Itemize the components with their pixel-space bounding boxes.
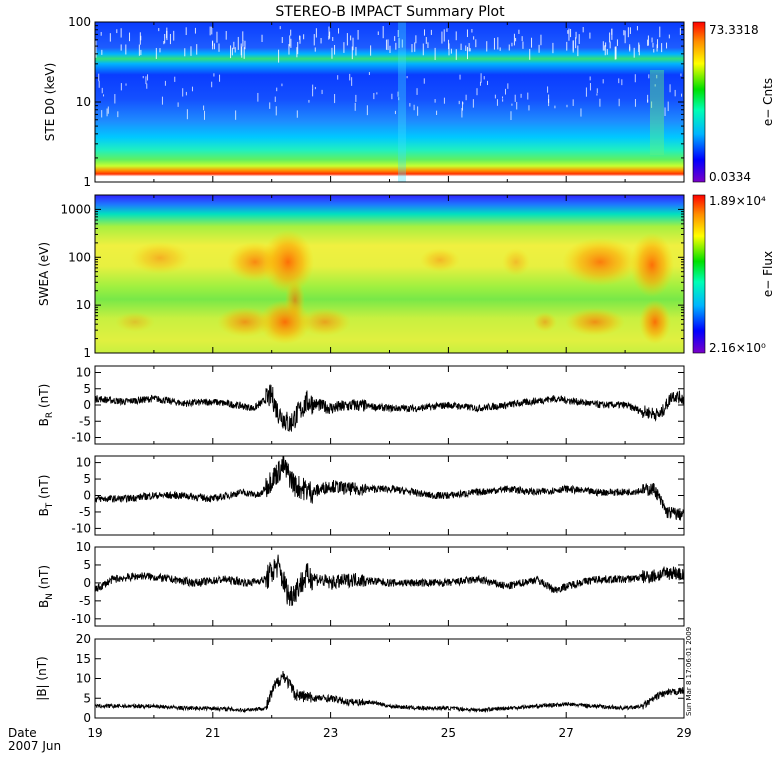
swea-blob-28-lower: [639, 300, 671, 344]
timestamp-label: Sun Mar 8 17:06:01 2009: [685, 627, 693, 716]
ste-colorbar: [692, 21, 706, 183]
swea-blob-19-lower: [115, 312, 155, 332]
field-y-label-main: B: [37, 508, 51, 516]
field-y-label-unit: (nT): [37, 565, 51, 593]
y-tick-label: -10: [71, 521, 91, 535]
field-y-label-sub: T: [45, 502, 55, 509]
y-tick-label: 1: [83, 346, 91, 360]
ste-y-ticks: 1 10 100: [68, 15, 685, 189]
y-tick-label: 10: [76, 95, 91, 109]
field-trace-line: [94, 455, 685, 521]
x-axis-tick-labels: 19 21 23 25 27 29: [87, 726, 691, 740]
swea-panel: 1 10 100 1000 SWEA (eV) 1.89×10⁴ 2.16×10⁰ e…: [37, 194, 775, 360]
swea-blob-26-upper: [502, 248, 530, 276]
field-plot-frame: [94, 546, 685, 627]
swea-blob-21-lower: [217, 307, 273, 337]
y-tick-label: 10: [76, 366, 91, 380]
x-tick-label: 19: [87, 726, 102, 740]
swea-enhancements: [115, 230, 674, 344]
swea-blob-25-upper: [420, 248, 460, 272]
x-tick-label: 25: [441, 726, 456, 740]
y-tick-label: 1: [83, 175, 91, 189]
ste-colorbar-min: 0.0334: [709, 170, 751, 184]
y-tick-label: 0: [83, 576, 91, 590]
plot-title: STEREO-B IMPACT Summary Plot: [275, 4, 505, 20]
swea-blob-27-upper: [562, 238, 638, 286]
field-panel-2: 10 5 0 -5 -10 BR (nT): [37, 365, 685, 445]
field-trace-line: [94, 554, 685, 606]
y-tick-label: 20: [76, 632, 91, 646]
y-tick-label: -10: [71, 431, 91, 445]
ste-enhancement-band: [398, 22, 406, 182]
field-trace-line: [94, 383, 685, 432]
swea-blob-28-upper: [630, 233, 674, 297]
y-tick-label: 5: [83, 382, 91, 396]
field-y-label: BN (nT): [37, 565, 55, 608]
x-tick-label: 29: [676, 726, 691, 740]
field-panel-3: 10 5 0 -5 -10 BT (nT): [37, 455, 685, 536]
x-tick-label: 21: [205, 726, 220, 740]
x-axis-month-label: 2007 Jun: [8, 739, 61, 753]
swea-blob-27-lower: [565, 308, 625, 336]
field-panel-5: 20 15 10 5 0 |B| (nT): [35, 632, 685, 725]
y-tick-label: 1000: [60, 202, 91, 216]
swea-colorbar-max: 1.89×10⁴: [709, 194, 766, 208]
swea-blob-22-lower: [259, 300, 311, 344]
field-y-label-main: |B|: [35, 684, 49, 700]
y-tick-label: -5: [79, 594, 91, 608]
swea-blob-26-lower: [533, 312, 557, 332]
ste-colorbar-max: 73.3318: [709, 23, 759, 37]
x-tick-label: 27: [559, 726, 574, 740]
field-trace-line: [94, 670, 685, 714]
field-y-label-unit: (nT): [35, 656, 49, 684]
y-tick-label: 15: [76, 652, 91, 666]
y-tick-label: 10: [76, 298, 91, 312]
swea-blob-22-upper: [262, 230, 314, 294]
y-tick-label: 100: [68, 15, 91, 29]
ste-streaks: [95, 22, 683, 182]
y-tick-label: -5: [79, 505, 91, 519]
field-y-label-sub: R: [45, 412, 55, 418]
swea-colorbar-min: 2.16×10⁰: [709, 341, 766, 355]
swea-colorbar-label: e− Flux: [761, 251, 775, 297]
field-y-label-sub: N: [45, 593, 55, 600]
field-y-label: |B| (nT): [35, 656, 49, 700]
y-tick-label: 5: [83, 472, 91, 486]
field-y-label-main: B: [37, 600, 51, 608]
y-tick-label: 0: [83, 398, 91, 412]
y-tick-label: -5: [79, 414, 91, 428]
ste-colorbar-label: e− Cnts: [761, 78, 775, 126]
y-tick-label: 10: [76, 456, 91, 470]
ste-y-label: STE D0 (keV): [43, 63, 57, 142]
field-y-label-unit: (nT): [37, 475, 51, 503]
y-tick-label: 10: [76, 672, 91, 686]
field-y-label-main: B: [37, 418, 51, 426]
field-y-label: BR (nT): [37, 384, 55, 427]
y-tick-label: 10: [76, 540, 91, 554]
y-tick-label: 0: [83, 489, 91, 503]
x-axis-date-label: Date: [8, 726, 37, 740]
y-tick-label: 0: [83, 711, 91, 725]
field-panel-4: 10 5 0 -5 -10 BN (nT): [37, 540, 685, 627]
field-y-label-unit: (nT): [37, 384, 51, 412]
ste-enhancement-band: [650, 70, 664, 155]
swea-y-label: SWEA (eV): [37, 242, 51, 306]
field-y-label: BT (nT): [37, 475, 55, 517]
y-tick-label: 5: [83, 558, 91, 572]
x-tick-label: 23: [323, 726, 338, 740]
ste-panel: 1 10 100 STE D0 (keV) 73.3318 0.0334 e− Cn…: [43, 15, 775, 189]
swea-blob-23-lower: [299, 308, 351, 336]
swea-blob-19-upper: [130, 242, 190, 274]
swea-colorbar: [692, 194, 706, 354]
y-tick-label: 5: [83, 691, 91, 705]
y-tick-label: 100: [68, 250, 91, 264]
y-tick-label: -10: [71, 612, 91, 626]
swea-y-ticks: 1 10 100 1000: [60, 195, 685, 360]
